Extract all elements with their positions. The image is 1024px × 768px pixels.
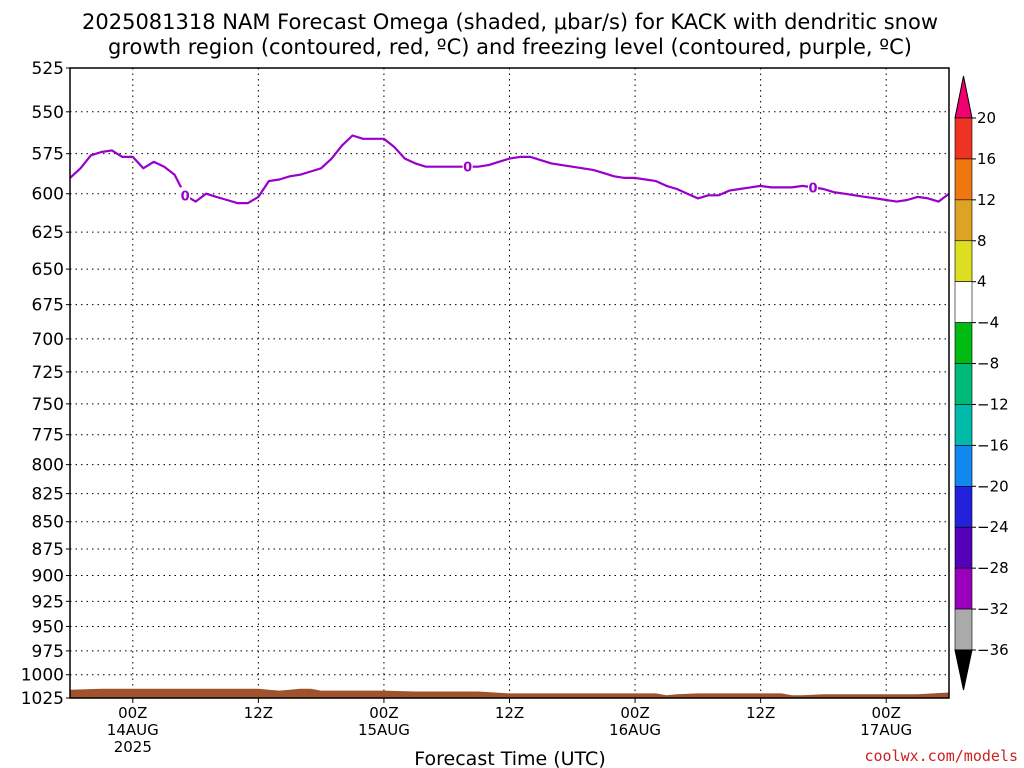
y-tick-label-950: 950 xyxy=(32,617,64,637)
y-tick-label-600: 600 xyxy=(32,185,64,205)
x-tick-year-6: 2025 xyxy=(114,738,152,756)
colorbar-segment-12 xyxy=(954,608,973,651)
x-tick-label-54: 00Z xyxy=(620,704,649,722)
colorbar-label-0: 20 xyxy=(977,109,996,127)
y-tick-label-575: 575 xyxy=(32,145,64,165)
x-tick-label-18: 12Z xyxy=(244,704,273,722)
y-tick-label-625: 625 xyxy=(32,223,64,243)
x-tick-label-42: 12Z xyxy=(495,704,524,722)
y-tick-label-900: 900 xyxy=(32,567,64,587)
y-tick-label-800: 800 xyxy=(32,456,64,476)
colorbar-arrow-top xyxy=(954,75,973,119)
x-tick-label-78: 00Z xyxy=(872,704,901,722)
colorbar-segment-6 xyxy=(954,363,973,405)
y-tick-label-825: 825 xyxy=(32,485,64,505)
colorbar: 20 16 12 8 4 −4 −8 −12 −16 −20 −24 −28 −32 −36 xyxy=(954,75,1009,691)
colorbar-segment-3 xyxy=(954,240,973,282)
contour-label-bg-2 xyxy=(807,179,818,195)
y-tick-label-675: 675 xyxy=(32,296,64,316)
colorbar-segment-8 xyxy=(954,445,973,487)
colorbar-segment-1 xyxy=(954,158,973,201)
y-tick-label-525: 525 xyxy=(32,59,64,79)
y-tick-label-875: 875 xyxy=(32,540,64,560)
colorbar-label-9: −20 xyxy=(977,477,1009,495)
y-tick-label-650: 650 xyxy=(32,260,64,280)
series-line-0 xyxy=(69,134,950,205)
y-tick-label-1025: 1025 xyxy=(21,689,64,709)
contour-label-0: 0 xyxy=(181,189,190,204)
colorbar-segment-9 xyxy=(954,486,973,528)
colorbar-segment-0 xyxy=(954,117,973,160)
colorbar-label-7: −12 xyxy=(977,395,1009,413)
colorbar-label-3: 8 xyxy=(977,232,987,250)
chart-title-line-1: 2025081318 NAM Forecast Omega (shaded, μ… xyxy=(82,10,938,34)
colorbar-label-10: −24 xyxy=(977,518,1009,536)
colorbar-label-12: −32 xyxy=(977,600,1009,618)
y-tick-label-925: 925 xyxy=(32,592,64,612)
colorbar-label-1: 16 xyxy=(977,150,996,168)
grid-lines xyxy=(70,67,949,699)
surface-terrain xyxy=(70,688,949,698)
colorbar-segment-4 xyxy=(954,281,973,323)
surface-fill xyxy=(70,688,949,698)
colorbar-label-5: −4 xyxy=(977,314,999,332)
x-tick-day-6: 14AUG xyxy=(107,721,159,739)
x-tick-day-78: 17AUG xyxy=(860,721,912,739)
x-tick-label-66: 12Z xyxy=(746,704,775,722)
colorbar-segment-5 xyxy=(954,322,973,364)
x-tick-label-30: 00Z xyxy=(369,704,398,722)
y-axis: 525 550 575 600 625 650 675 700 725 750 775 800 825 8… xyxy=(21,59,70,709)
y-tick-label-550: 550 xyxy=(32,103,64,123)
freezing-level-series: 0 0 0 xyxy=(69,134,950,205)
y-tick-label-775: 775 xyxy=(32,426,64,446)
colorbar-label-11: −28 xyxy=(977,559,1009,577)
colorbar-label-4: 4 xyxy=(977,273,987,291)
chart-title-line-2: growth region (contoured, red, ºC) and f… xyxy=(108,35,912,59)
y-tick-label-725: 725 xyxy=(32,363,64,383)
y-tick-label-975: 975 xyxy=(32,642,64,662)
colorbar-segment-7 xyxy=(954,404,973,446)
contour-label-2: 0 xyxy=(808,181,817,196)
colorbar-label-6: −8 xyxy=(977,355,999,373)
y-tick-label-750: 750 xyxy=(32,395,64,415)
y-tick-label-850: 850 xyxy=(32,513,64,533)
contour-label-1: 0 xyxy=(463,161,472,176)
colorbar-segment-2 xyxy=(954,199,973,242)
colorbar-label-13: −36 xyxy=(977,641,1009,659)
colorbar-label-8: −16 xyxy=(977,436,1009,454)
colorbar-segment-10 xyxy=(954,526,973,569)
colorbar-segment-11 xyxy=(954,567,973,610)
colorbar-label-2: 12 xyxy=(977,191,996,209)
credit-text: coolwx.com/models xyxy=(864,747,1018,765)
colorbar-arrow-bottom xyxy=(954,649,973,691)
x-tick-day-30: 15AUG xyxy=(358,721,410,739)
y-tick-label-700: 700 xyxy=(32,330,64,350)
x-tick-day-54: 16AUG xyxy=(609,721,661,739)
y-tick-label-1000: 1000 xyxy=(21,666,64,686)
contour-label-bg-0 xyxy=(180,187,191,203)
x-axis-label: Forecast Time (UTC) xyxy=(414,748,605,768)
x-tick-label-6: 00Z xyxy=(118,704,147,722)
contour-label-bg-1 xyxy=(462,158,473,174)
